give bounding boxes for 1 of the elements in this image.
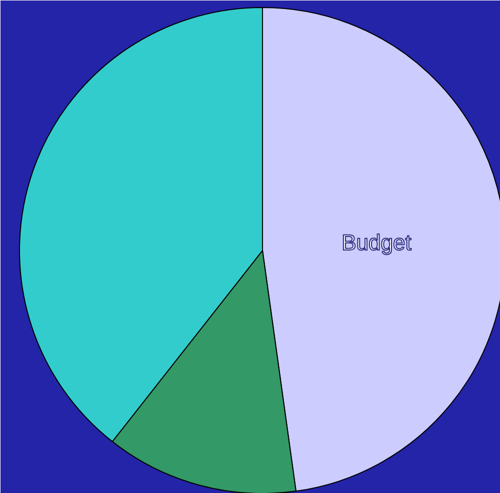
slice-label: Budget <box>342 230 412 256</box>
